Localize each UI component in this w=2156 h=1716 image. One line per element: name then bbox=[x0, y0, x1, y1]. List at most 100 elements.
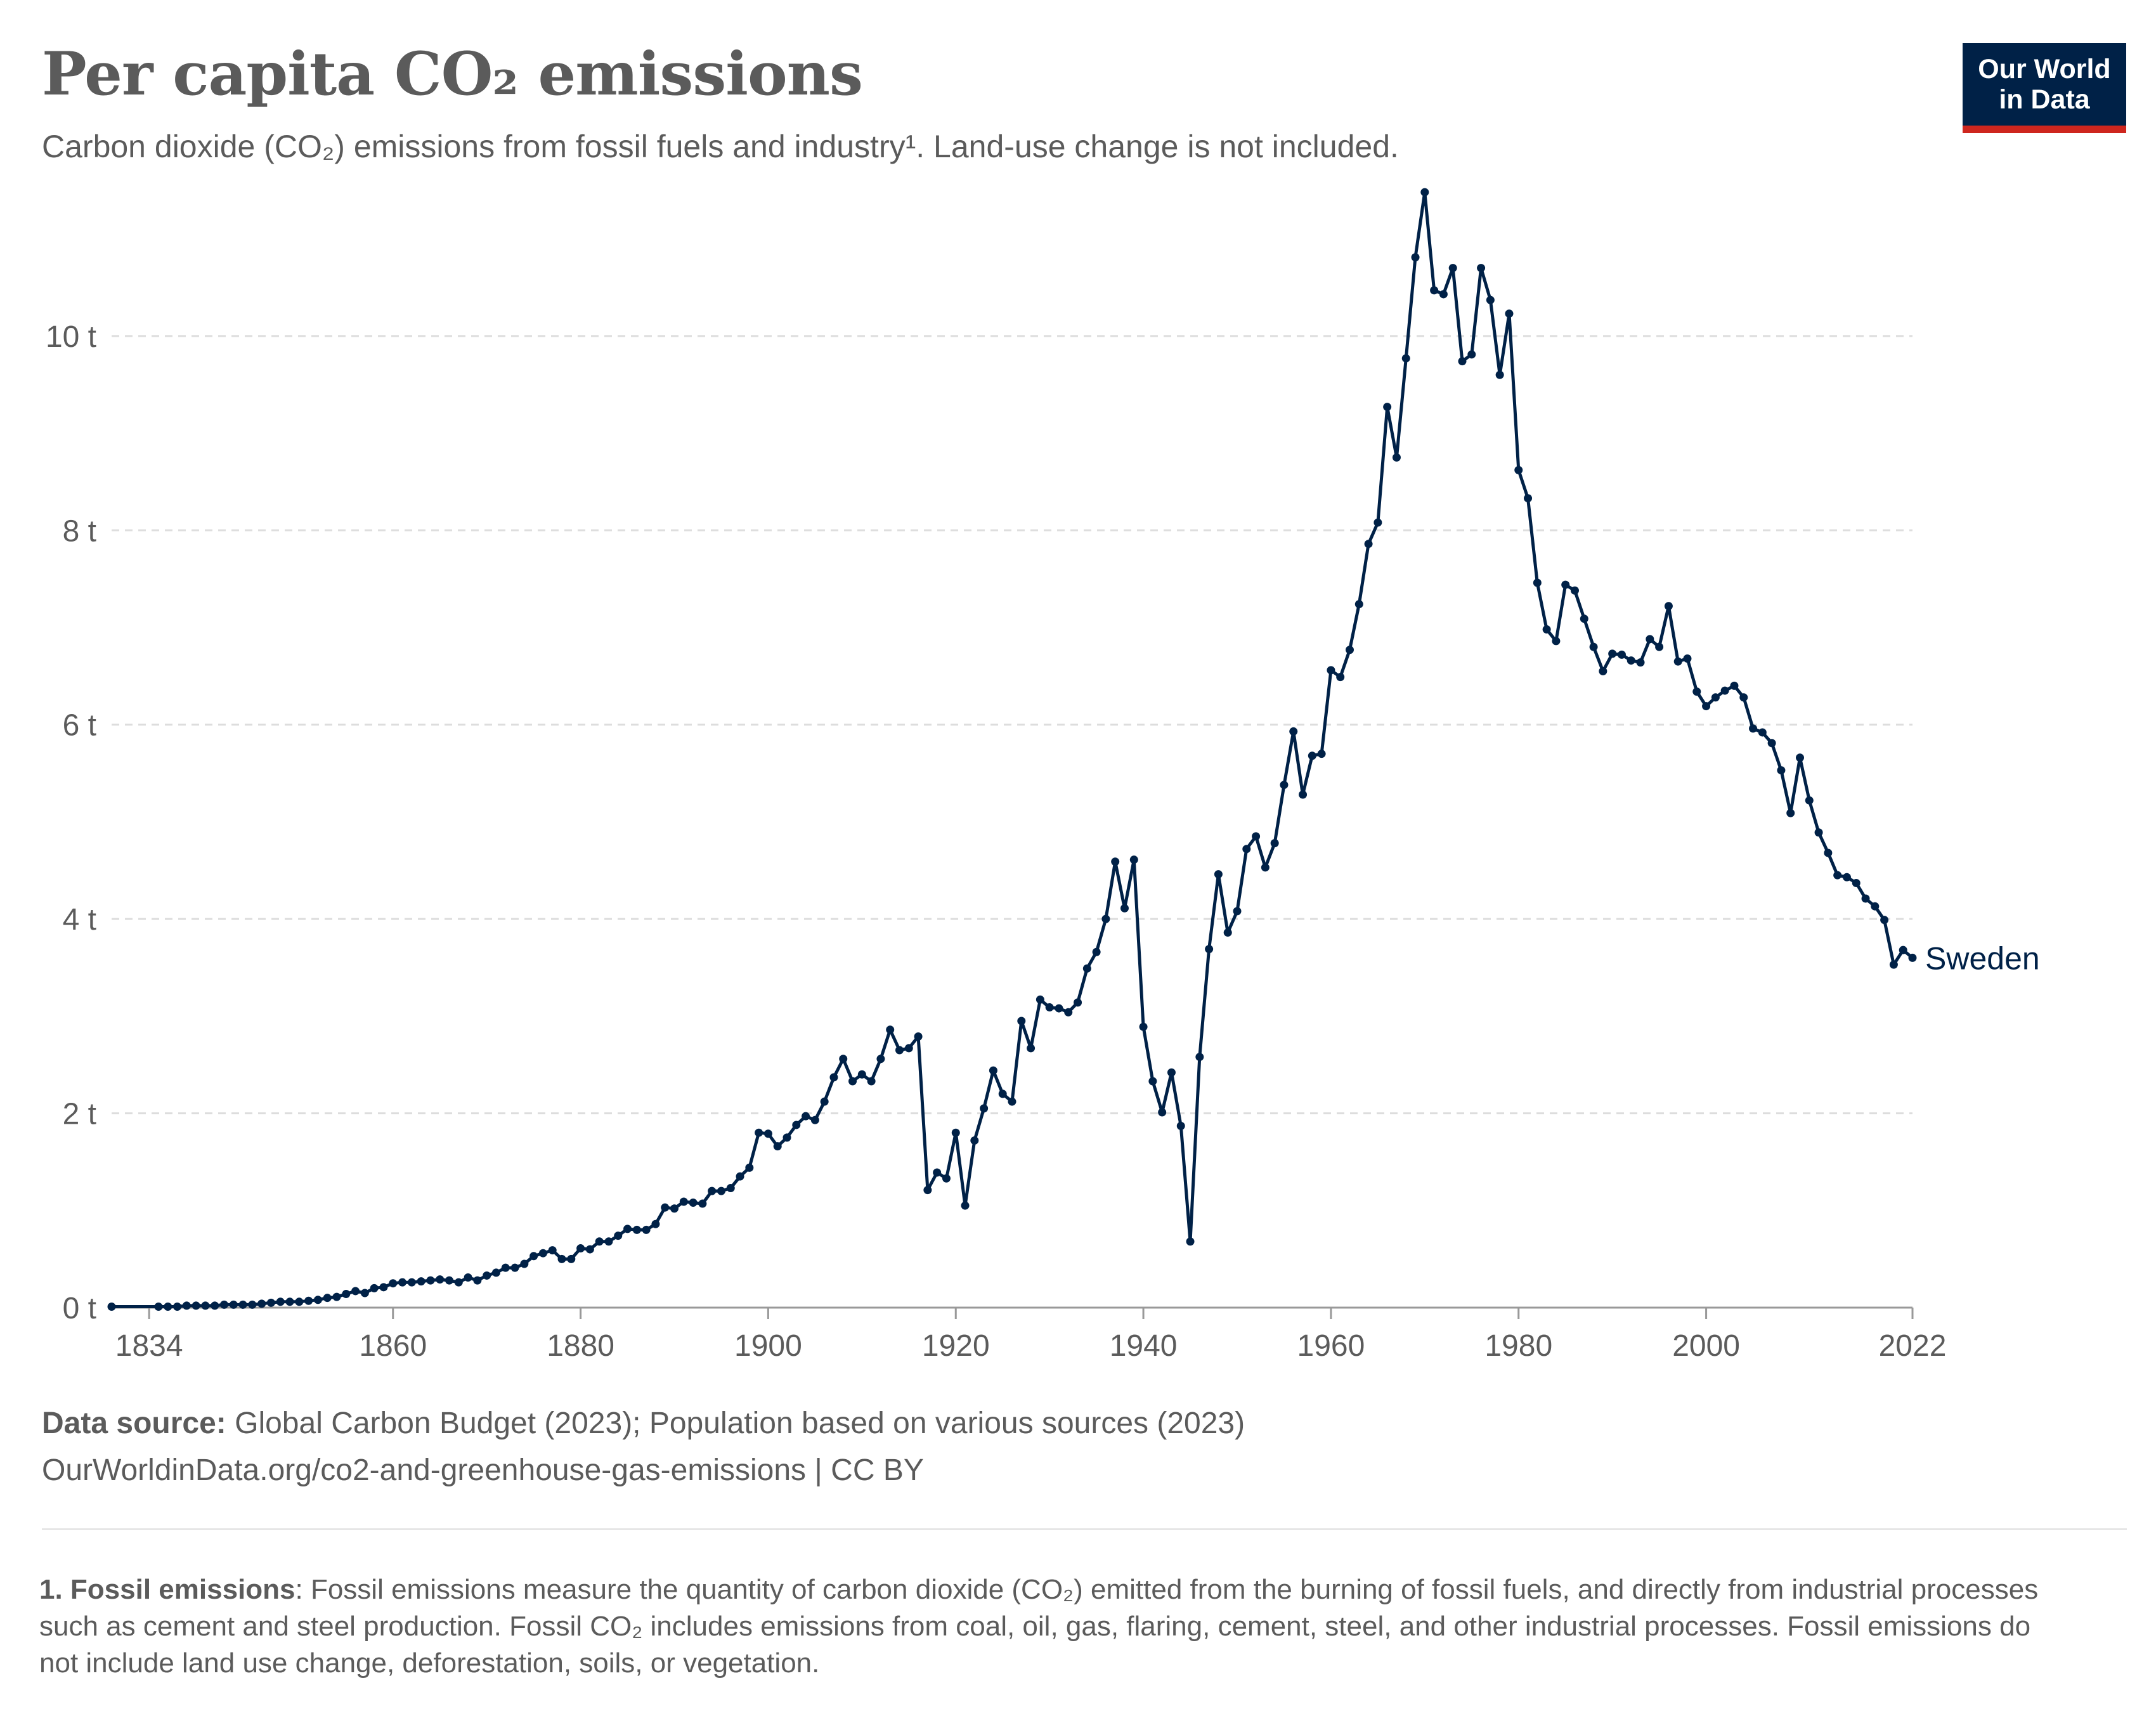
logo-line-2: in Data bbox=[1999, 84, 2090, 115]
data-point bbox=[1458, 357, 1467, 366]
data-point bbox=[154, 1302, 163, 1311]
data-point bbox=[839, 1055, 848, 1063]
footnote-text: : Fossil emissions measure the quantity … bbox=[39, 1574, 2039, 1679]
data-point bbox=[192, 1301, 200, 1310]
x-tick-label: 1880 bbox=[547, 1329, 614, 1363]
data-point bbox=[576, 1244, 585, 1253]
data-point bbox=[1824, 848, 1833, 857]
data-point bbox=[520, 1259, 529, 1268]
data-point bbox=[1354, 600, 1363, 609]
data-point bbox=[1064, 1008, 1073, 1017]
data-point bbox=[904, 1044, 913, 1053]
data-point bbox=[1796, 753, 1804, 762]
data-point bbox=[304, 1296, 313, 1305]
data-point bbox=[1533, 578, 1542, 587]
data-point bbox=[1346, 646, 1354, 654]
y-tick-label: 6 t bbox=[63, 709, 96, 743]
data-point bbox=[548, 1246, 557, 1255]
data-point bbox=[1833, 871, 1842, 880]
data-point bbox=[1289, 727, 1298, 736]
data-point bbox=[266, 1298, 275, 1307]
data-point bbox=[689, 1199, 698, 1207]
data-point bbox=[1673, 657, 1682, 666]
data-point bbox=[248, 1300, 257, 1309]
data-point bbox=[895, 1046, 904, 1055]
x-tick-label: 1860 bbox=[359, 1329, 427, 1363]
data-point bbox=[1373, 518, 1382, 527]
data-point bbox=[1608, 649, 1617, 658]
line-chart: 0 t 2 t 4 t 6 t 8 t 10 t 1834 1860 1880 1900 1920 1… bbox=[46, 188, 2040, 1363]
data-point bbox=[1542, 625, 1551, 634]
data-point bbox=[1223, 928, 1232, 937]
data-source: Data source: Global Carbon Budget (2023)… bbox=[42, 1400, 1245, 1494]
data-point bbox=[1214, 870, 1223, 879]
data-point bbox=[1477, 264, 1486, 273]
data-point bbox=[229, 1300, 238, 1309]
data-point bbox=[585, 1245, 594, 1254]
data-point bbox=[1720, 686, 1729, 695]
data-point bbox=[1514, 465, 1523, 474]
data-point bbox=[164, 1302, 172, 1311]
data-point bbox=[360, 1289, 369, 1297]
data-point bbox=[679, 1197, 688, 1206]
data-point bbox=[1383, 403, 1392, 412]
data-point bbox=[1017, 1017, 1026, 1025]
data-point bbox=[1655, 642, 1664, 651]
data-point bbox=[1092, 947, 1101, 956]
data-point bbox=[642, 1225, 651, 1234]
data-point bbox=[848, 1077, 857, 1086]
data-point bbox=[1786, 809, 1795, 817]
data-point bbox=[1195, 1053, 1204, 1062]
data-point bbox=[1055, 1004, 1063, 1013]
data-point bbox=[998, 1089, 1007, 1098]
data-point bbox=[595, 1237, 604, 1246]
data-point bbox=[501, 1263, 510, 1272]
data-point bbox=[1027, 1044, 1036, 1053]
data-point bbox=[238, 1300, 247, 1309]
data-point bbox=[445, 1276, 453, 1285]
owid-logo[interactable]: Our World in Data bbox=[1963, 43, 2126, 133]
x-tick-label: 1940 bbox=[1110, 1329, 1178, 1363]
chart-subtitle: Carbon dioxide (CO₂) emissions from foss… bbox=[42, 129, 1399, 164]
data-point bbox=[989, 1066, 997, 1075]
x-tick-label: 1920 bbox=[922, 1329, 990, 1363]
data-point bbox=[538, 1249, 547, 1258]
data-point bbox=[1664, 602, 1673, 611]
data-point bbox=[342, 1290, 351, 1299]
data-point bbox=[417, 1277, 425, 1286]
data-point bbox=[182, 1301, 191, 1310]
data-point bbox=[1852, 878, 1861, 887]
data-point bbox=[323, 1294, 332, 1303]
x-tick-label: 1960 bbox=[1297, 1329, 1365, 1363]
data-point bbox=[295, 1297, 304, 1306]
data-point bbox=[107, 1302, 116, 1311]
data-point bbox=[1730, 681, 1739, 690]
data-point bbox=[717, 1186, 725, 1195]
data-point bbox=[773, 1142, 782, 1151]
data-point bbox=[755, 1128, 763, 1137]
data-point bbox=[464, 1273, 472, 1282]
data-point bbox=[661, 1203, 670, 1212]
data-point bbox=[1495, 370, 1504, 379]
data-point bbox=[698, 1199, 707, 1208]
data-point bbox=[1401, 354, 1410, 363]
data-point bbox=[792, 1121, 801, 1129]
data-point bbox=[1336, 673, 1345, 682]
y-tick-label: 2 t bbox=[63, 1098, 96, 1131]
source-url-link[interactable]: OurWorldinData.org/co2-and-greenhouse-ga… bbox=[42, 1453, 924, 1487]
data-point bbox=[923, 1186, 932, 1195]
data-point bbox=[604, 1237, 613, 1246]
data-point bbox=[933, 1168, 942, 1177]
data-point bbox=[1045, 1003, 1054, 1012]
data-point bbox=[1561, 580, 1570, 589]
data-point bbox=[802, 1112, 810, 1121]
data-point bbox=[1448, 264, 1457, 273]
data-point bbox=[398, 1278, 407, 1287]
data-point bbox=[1411, 253, 1420, 262]
data-point bbox=[876, 1055, 885, 1063]
data-point bbox=[1074, 998, 1082, 1007]
data-point bbox=[1636, 658, 1645, 667]
data-point bbox=[1777, 766, 1786, 775]
data-point bbox=[1646, 635, 1654, 644]
data-point bbox=[632, 1225, 641, 1234]
